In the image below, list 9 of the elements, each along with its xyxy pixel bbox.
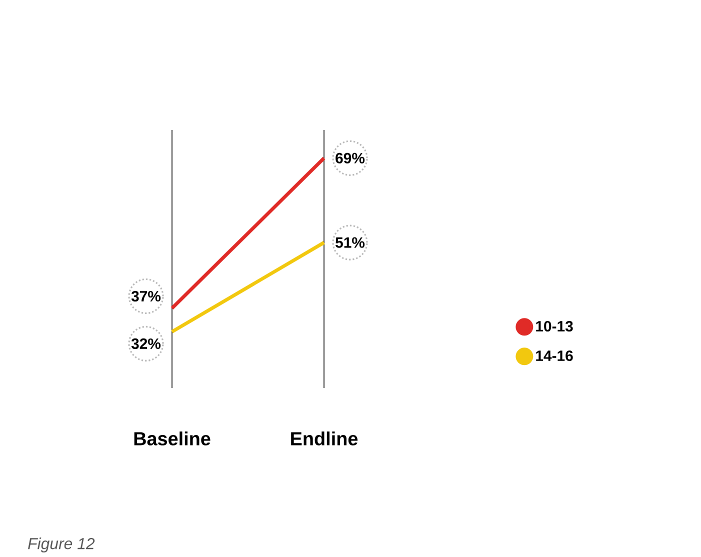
legend-label: 10-13 [536, 320, 573, 332]
data-label: 32% [131, 338, 161, 350]
x-tick-label: Baseline [134, 432, 210, 446]
legend-label: 14-16 [536, 350, 573, 362]
data-label: 51% [336, 237, 365, 248]
x-tick-label: Endline [291, 432, 358, 446]
data-label: 69% [336, 152, 365, 164]
data-label: 37% [131, 290, 161, 302]
caption: Figure 12 [28, 538, 95, 552]
